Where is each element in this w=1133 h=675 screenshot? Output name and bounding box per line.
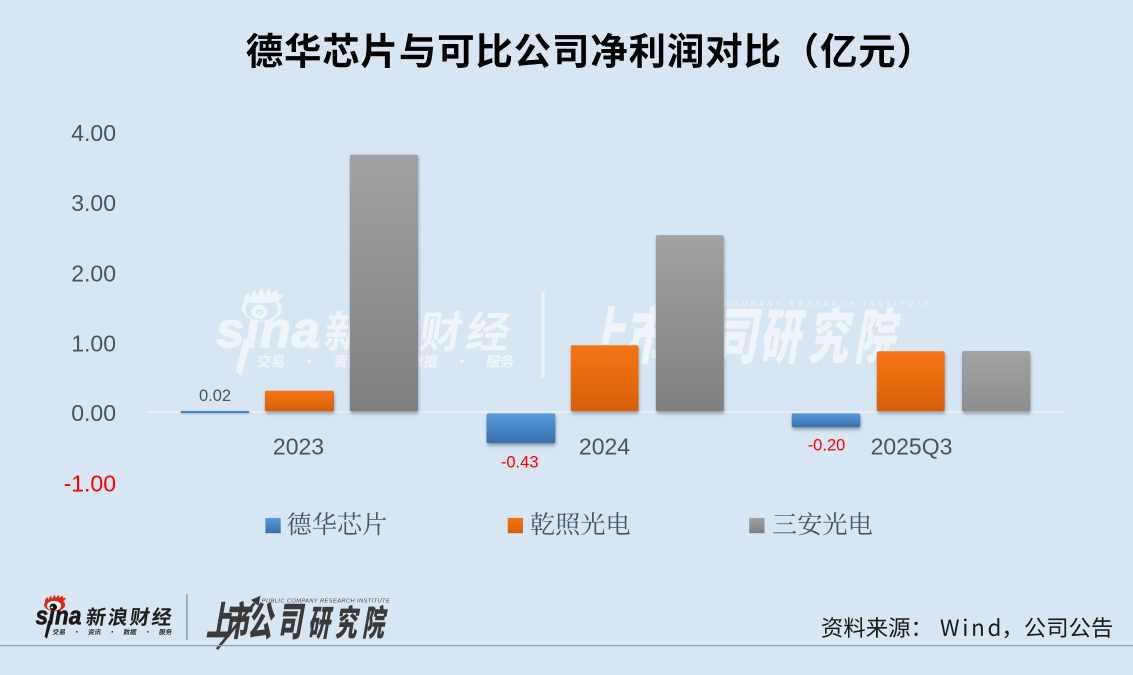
svg-text:0.00: 0.00 <box>71 400 116 426</box>
svg-text:-0.20: -0.20 <box>808 437 846 455</box>
svg-text:1.00: 1.00 <box>71 330 116 356</box>
svg-text:-0.43: -0.43 <box>501 454 539 472</box>
svg-text:-1.00: -1.00 <box>64 471 116 497</box>
svg-text:PUBLIC COMPANY RESEARCH INSTIT: PUBLIC COMPANY RESEARCH INSTITUTE <box>262 598 390 604</box>
svg-text:0.02: 0.02 <box>199 387 231 405</box>
svg-text:2024: 2024 <box>579 434 630 460</box>
svg-text:2023: 2023 <box>273 434 324 460</box>
svg-text:3.00: 3.00 <box>71 190 116 216</box>
svg-text:2.00: 2.00 <box>71 260 116 286</box>
svg-text:4.00: 4.00 <box>71 120 116 146</box>
svg-text:2025Q3: 2025Q3 <box>871 434 953 460</box>
svg-text:PUBLIC COMPANY RESEARCH INSTIT: PUBLIC COMPANY RESEARCH INSTITUTE <box>671 299 933 308</box>
